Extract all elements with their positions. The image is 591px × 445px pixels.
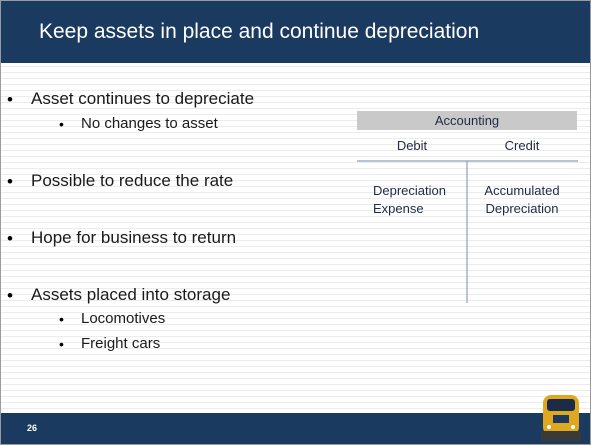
locomotive-icon xyxy=(541,395,581,441)
bullet-text: Assets placed into storage xyxy=(31,285,231,304)
sub-bullet-dot: • xyxy=(59,311,64,327)
sub-bullet-text: Freight cars xyxy=(81,335,161,352)
title-bar: Keep assets in place and continue deprec… xyxy=(1,1,590,63)
bullet-text: Hope for business to return xyxy=(31,228,237,247)
bullet-dot: • xyxy=(7,90,13,109)
sub-bullet-dot: • xyxy=(59,116,64,132)
credit-label: Credit xyxy=(504,138,540,153)
bullet-dot: • xyxy=(7,229,13,248)
sub-bullet-text: No changes to asset xyxy=(81,115,218,132)
debit-entry-line: Expense xyxy=(373,201,424,216)
bullet-text: Asset continues to depreciate xyxy=(31,89,255,108)
bullet-dot: • xyxy=(7,172,13,191)
sub-bullet-dot: • xyxy=(59,336,64,352)
debit-entry-line: Depreciation xyxy=(373,183,446,198)
slide-title: Keep assets in place and continue deprec… xyxy=(39,20,480,43)
footer-bar: 26 xyxy=(1,413,590,444)
t-account-lines xyxy=(357,111,578,303)
bullet-dot: • xyxy=(7,286,13,305)
page-number: 26 xyxy=(27,423,38,433)
credit-entry-line: Accumulated xyxy=(484,183,560,198)
credit-entry-line: Depreciation xyxy=(485,201,559,216)
t-account-header: Accounting xyxy=(434,113,500,128)
t-account-header-bg xyxy=(357,111,577,130)
debit-label: Debit xyxy=(396,138,428,153)
sub-bullet-text: Locomotives xyxy=(81,310,166,327)
bullet-text: Possible to reduce the rate xyxy=(31,171,234,190)
